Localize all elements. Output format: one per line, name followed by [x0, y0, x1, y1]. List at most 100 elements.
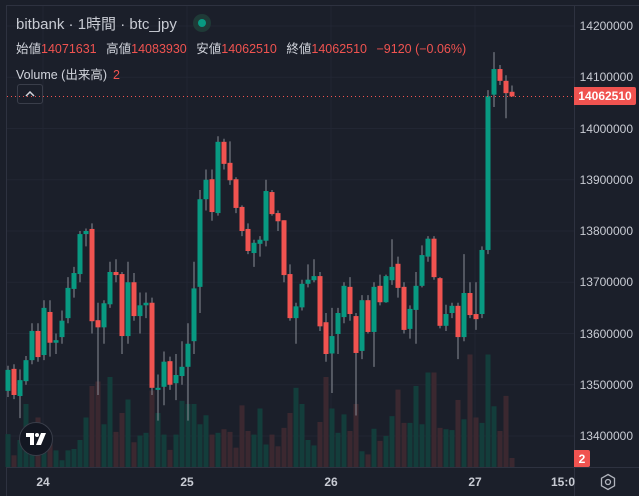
candle-body [137, 305, 143, 317]
volume-bar [59, 460, 65, 467]
price-axis-label: 13700000 [579, 275, 633, 290]
volume-bar [203, 415, 209, 467]
volume-bar [125, 399, 131, 467]
candle-body [191, 288, 197, 342]
symbol-title-row: bitbank · 1時間 · btc_jpy [16, 13, 472, 33]
volume-bar [401, 422, 407, 467]
candle-body [173, 375, 179, 384]
volume-bar [293, 387, 299, 467]
volume-legend[interactable]: Volume (出来高) 2 [16, 64, 472, 83]
volume-bar [53, 450, 59, 467]
settings-gear-icon[interactable] [599, 473, 617, 491]
candle-body [431, 238, 437, 278]
volume-bar [239, 405, 245, 467]
volume-bar [323, 377, 329, 467]
candle-body [461, 293, 467, 338]
candle-body [227, 162, 233, 181]
volume-bar [509, 458, 515, 467]
candle-body [5, 369, 11, 391]
price-axis-label: 14100000 [579, 70, 633, 85]
time-axis-label: 26 [324, 475, 338, 489]
volume-bar [89, 386, 95, 467]
time-axis-label: 27 [468, 475, 482, 489]
tradingview-logo-icon [26, 433, 46, 445]
candle-body [455, 305, 461, 338]
volume-bar [341, 414, 347, 467]
candle-body [233, 179, 239, 208]
volume-bar [149, 390, 155, 467]
candle-body [269, 192, 275, 215]
candle-body [59, 320, 65, 338]
candle-body [65, 287, 71, 319]
last-price-label: 14062510 [574, 87, 636, 106]
volume-bar [83, 417, 89, 467]
candle-body [53, 340, 59, 343]
candle-body [155, 387, 161, 390]
chart-frame [6, 5, 639, 496]
volume-bar [299, 404, 305, 467]
candle-body [437, 278, 443, 326]
close-label: 終値 [286, 42, 312, 56]
volume-bar [419, 424, 425, 467]
collapse-legend-button[interactable] [17, 84, 43, 104]
volume-bar [473, 417, 479, 467]
candle-body [143, 302, 149, 306]
time-axis-label: 25 [180, 475, 194, 489]
candle-body [275, 213, 281, 222]
close-value: 14062510 [311, 42, 368, 56]
volume-bar [107, 377, 113, 467]
volume-bar [485, 354, 491, 467]
volume-bar [221, 429, 227, 467]
candle-body [473, 314, 479, 320]
candle-body [347, 286, 353, 315]
volume-bar [359, 451, 365, 467]
candle-body [371, 286, 377, 332]
volume-bar [113, 431, 119, 467]
volume-bar [317, 422, 323, 467]
volume-bar [47, 440, 53, 467]
volume-bar [131, 442, 137, 467]
volume-bar [503, 395, 509, 467]
volume-bar [245, 431, 251, 467]
open-label: 始値 [16, 42, 42, 56]
chart-legend: bitbank · 1時間 · btc_jpy 始値14071631 高値140… [16, 13, 472, 83]
candle-body [335, 313, 341, 335]
candle-body [257, 239, 263, 244]
candle-body [239, 206, 245, 231]
time-axis-label: 24 [36, 475, 50, 489]
candle-body [353, 316, 359, 353]
volume-bar [305, 440, 311, 467]
candle-body [89, 228, 95, 322]
candle-body [41, 307, 47, 356]
symbol-title[interactable]: bitbank · 1時間 · btc_jpy [16, 15, 177, 33]
volume-bar [119, 413, 125, 467]
high-label: 高値 [106, 42, 132, 56]
candle-body [413, 285, 419, 310]
candle-body [101, 303, 107, 328]
candle-body [35, 330, 41, 358]
market-open-status-icon [192, 14, 211, 32]
candle-body [497, 69, 503, 81]
volume-bar [365, 454, 371, 467]
candle-body [17, 380, 23, 397]
volume-bar [251, 434, 257, 467]
volume-bar [425, 372, 431, 467]
volume-bar [335, 432, 341, 467]
candle-body [149, 302, 155, 388]
candle-body [221, 141, 227, 164]
candle-body [359, 300, 365, 351]
candle-body [395, 263, 401, 288]
volume-badge: 2 [574, 450, 590, 467]
candle-body [341, 285, 347, 318]
price-axis-label: 13800000 [579, 224, 633, 238]
candle-body [107, 272, 113, 305]
volume-bar [395, 389, 401, 467]
volume-bar [263, 444, 269, 467]
volume-bar [407, 422, 413, 467]
candle-body [29, 330, 35, 361]
candle-body [323, 322, 329, 354]
candle-body [305, 279, 311, 284]
tradingview-logo[interactable] [19, 422, 53, 456]
candle-body [161, 361, 167, 387]
volume-bar [389, 416, 395, 467]
